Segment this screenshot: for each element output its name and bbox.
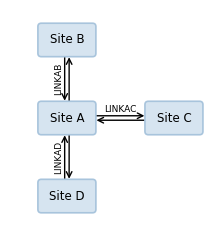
Text: Site C: Site C <box>157 111 191 125</box>
FancyBboxPatch shape <box>38 101 96 135</box>
Text: Site A: Site A <box>50 111 84 125</box>
FancyBboxPatch shape <box>145 101 203 135</box>
Text: Site B: Site B <box>50 34 84 46</box>
Text: Site D: Site D <box>49 190 85 202</box>
Text: LINKAC: LINKAC <box>104 105 137 114</box>
Text: LINKAB: LINKAB <box>54 63 63 95</box>
Text: LINKAD: LINKAD <box>54 140 63 174</box>
FancyBboxPatch shape <box>38 23 96 57</box>
FancyBboxPatch shape <box>38 179 96 213</box>
